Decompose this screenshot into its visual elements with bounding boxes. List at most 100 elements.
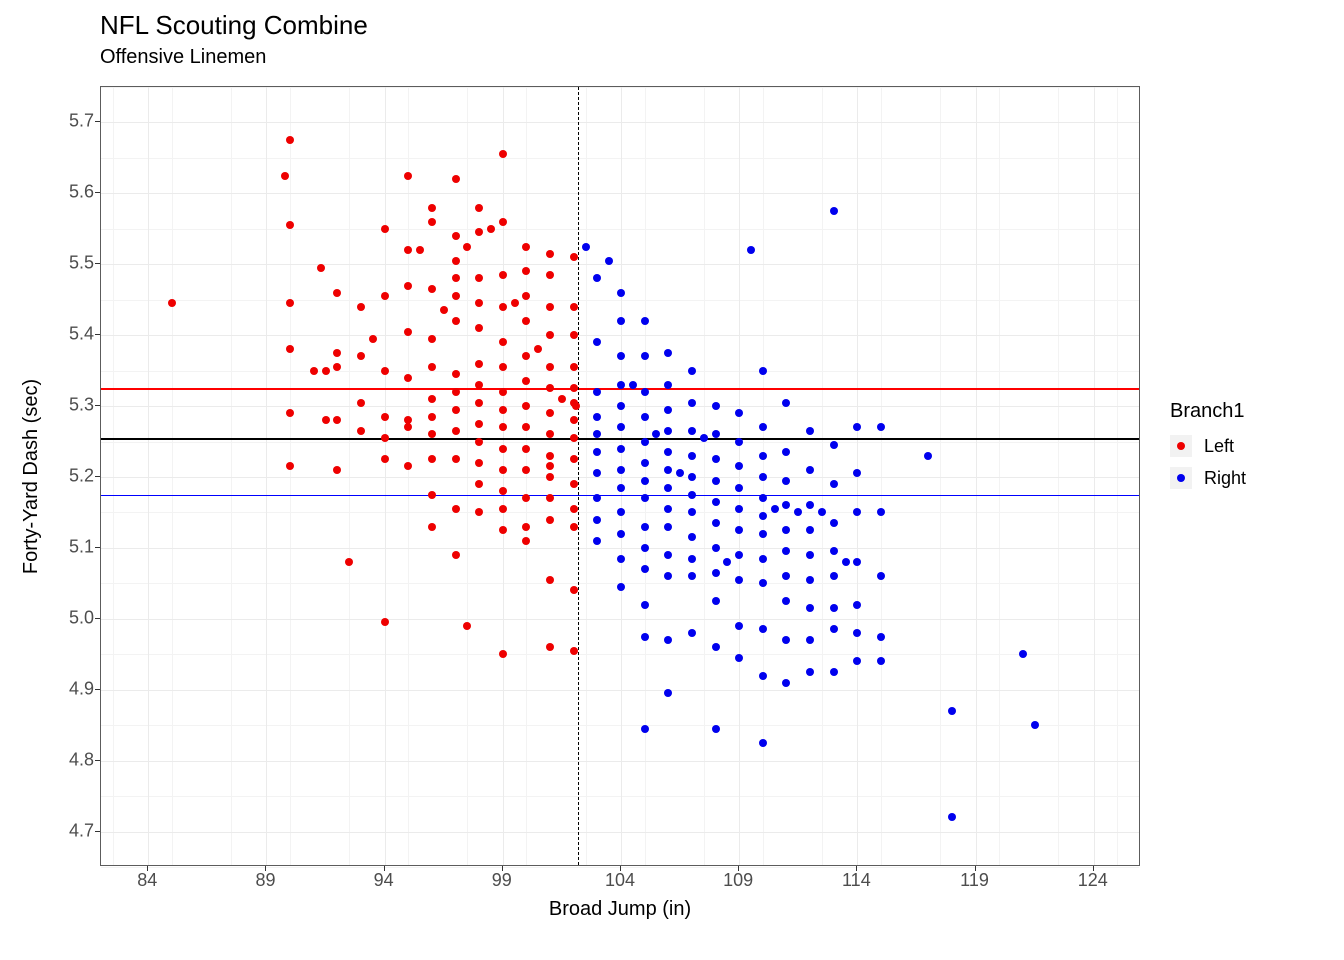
point-right — [806, 427, 814, 435]
point-left — [499, 487, 507, 495]
point-right — [617, 583, 625, 591]
point-right — [782, 597, 790, 605]
point-right — [664, 505, 672, 513]
point-left — [475, 274, 483, 282]
point-left — [522, 494, 530, 502]
point-left — [499, 526, 507, 534]
point-left — [452, 257, 460, 265]
point-left — [570, 434, 578, 442]
point-right — [688, 473, 696, 481]
point-left — [499, 150, 507, 158]
point-left — [522, 267, 530, 275]
point-right — [712, 519, 720, 527]
point-right — [641, 317, 649, 325]
point-right — [617, 530, 625, 538]
point-left — [310, 367, 318, 375]
x-tick-label: 119 — [960, 870, 989, 891]
point-left — [546, 384, 554, 392]
point-left — [428, 335, 436, 343]
point-left — [522, 445, 530, 453]
point-left — [333, 466, 341, 474]
point-right — [641, 544, 649, 552]
point-left — [452, 317, 460, 325]
point-left — [534, 345, 542, 353]
point-right — [759, 452, 767, 460]
point-right — [582, 243, 590, 251]
point-left — [499, 303, 507, 311]
point-right — [782, 572, 790, 580]
point-left — [357, 427, 365, 435]
x-tick-label: 114 — [842, 870, 871, 891]
y-tick-label: 5.5 — [34, 253, 94, 274]
point-left — [522, 402, 530, 410]
x-tick-label: 99 — [492, 870, 512, 891]
point-right — [712, 725, 720, 733]
point-left — [475, 480, 483, 488]
point-right — [830, 519, 838, 527]
point-right — [641, 352, 649, 360]
point-right — [688, 555, 696, 563]
point-left — [286, 221, 294, 229]
point-right — [948, 707, 956, 715]
point-left — [286, 462, 294, 470]
point-left — [570, 416, 578, 424]
point-right — [641, 565, 649, 573]
point-right — [830, 480, 838, 488]
point-left — [546, 250, 554, 258]
point-right — [782, 501, 790, 509]
point-right — [830, 625, 838, 633]
point-left — [475, 204, 483, 212]
point-left — [168, 299, 176, 307]
scatter-chart: NFL Scouting Combine Offensive Linemen F… — [0, 0, 1344, 960]
point-right — [641, 459, 649, 467]
point-left — [499, 388, 507, 396]
point-right — [782, 477, 790, 485]
point-left — [452, 455, 460, 463]
point-left — [428, 430, 436, 438]
point-left — [499, 338, 507, 346]
point-left — [333, 416, 341, 424]
legend-item-right: Right — [1170, 467, 1246, 489]
point-right — [877, 633, 885, 641]
y-tick-label: 5.0 — [34, 607, 94, 628]
point-left — [475, 420, 483, 428]
point-right — [641, 438, 649, 446]
ref-line-v-dash — [578, 87, 579, 865]
point-left — [499, 218, 507, 226]
x-tick-label: 94 — [374, 870, 394, 891]
point-right — [924, 452, 932, 460]
point-right — [806, 668, 814, 676]
point-right — [700, 434, 708, 442]
point-right — [593, 537, 601, 545]
point-right — [759, 672, 767, 680]
point-right — [806, 466, 814, 474]
point-left — [404, 172, 412, 180]
point-right — [688, 452, 696, 460]
legend-item-left: Left — [1170, 435, 1246, 457]
point-right — [593, 469, 601, 477]
point-right — [735, 622, 743, 630]
point-right — [593, 430, 601, 438]
point-left — [381, 367, 389, 375]
point-right — [723, 558, 731, 566]
y-tick-label: 5.4 — [34, 324, 94, 345]
point-left — [463, 243, 471, 251]
point-right — [747, 246, 755, 254]
point-left — [428, 285, 436, 293]
point-left — [404, 462, 412, 470]
point-right — [853, 558, 861, 566]
point-left — [475, 228, 483, 236]
point-right — [641, 477, 649, 485]
point-right — [688, 508, 696, 516]
point-right — [830, 547, 838, 555]
point-left — [546, 363, 554, 371]
point-right — [782, 448, 790, 456]
point-right — [782, 636, 790, 644]
point-left — [428, 204, 436, 212]
point-left — [499, 650, 507, 658]
point-right — [735, 654, 743, 662]
point-left — [570, 505, 578, 513]
ref-line-h_blue — [101, 495, 1139, 497]
point-right — [688, 427, 696, 435]
point-right — [688, 533, 696, 541]
